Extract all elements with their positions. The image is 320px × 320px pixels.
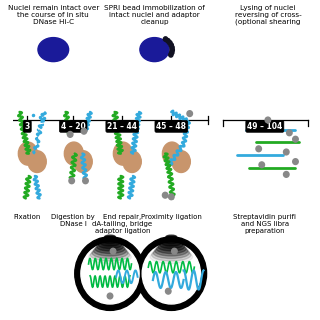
Ellipse shape <box>89 250 131 264</box>
Ellipse shape <box>90 249 130 261</box>
Ellipse shape <box>98 241 122 249</box>
Circle shape <box>107 293 113 299</box>
Circle shape <box>142 243 200 304</box>
Text: Lysing of nuclei
reversing of cross-
(optional shearing: Lysing of nuclei reversing of cross- (op… <box>235 5 301 25</box>
Ellipse shape <box>123 151 141 172</box>
Circle shape <box>163 192 168 198</box>
Circle shape <box>75 237 145 310</box>
Text: 4 – 20: 4 – 20 <box>61 122 86 131</box>
Ellipse shape <box>164 237 178 241</box>
Circle shape <box>168 41 172 45</box>
Circle shape <box>164 37 168 41</box>
Ellipse shape <box>153 247 189 259</box>
Text: Streptavidin purifi
and NGS libra
preparation: Streptavidin purifi and NGS libra prepar… <box>233 214 296 234</box>
Ellipse shape <box>140 38 169 62</box>
Ellipse shape <box>103 237 117 241</box>
Circle shape <box>293 159 298 164</box>
Ellipse shape <box>95 244 125 253</box>
Ellipse shape <box>101 238 118 244</box>
Ellipse shape <box>100 240 120 246</box>
Text: 3: 3 <box>25 122 30 131</box>
Ellipse shape <box>166 235 177 238</box>
Ellipse shape <box>97 243 123 251</box>
Circle shape <box>169 43 173 47</box>
Text: 21 – 44: 21 – 44 <box>107 122 137 131</box>
Circle shape <box>170 45 174 50</box>
Ellipse shape <box>28 151 46 172</box>
Circle shape <box>187 111 192 116</box>
Circle shape <box>136 237 207 310</box>
Circle shape <box>169 52 173 57</box>
Ellipse shape <box>38 38 68 62</box>
Text: SPRI bead immobilization of
intact nuclei and adaptor
cleanup: SPRI bead immobilization of intact nucle… <box>104 5 205 25</box>
Circle shape <box>287 130 292 136</box>
Ellipse shape <box>158 243 185 251</box>
Circle shape <box>68 132 73 137</box>
Circle shape <box>284 172 289 177</box>
Circle shape <box>166 38 170 43</box>
Circle shape <box>293 136 298 142</box>
Ellipse shape <box>155 246 188 256</box>
Text: Fixation: Fixation <box>13 214 41 220</box>
Ellipse shape <box>74 151 92 172</box>
Text: Nuclei remain intact over
the course of in situ
DNase Hi-C: Nuclei remain intact over the course of … <box>8 5 99 25</box>
Ellipse shape <box>161 240 181 246</box>
Circle shape <box>81 243 139 304</box>
Ellipse shape <box>152 249 191 261</box>
Ellipse shape <box>163 142 181 165</box>
Circle shape <box>83 178 88 184</box>
Circle shape <box>265 117 271 123</box>
Ellipse shape <box>156 244 186 253</box>
Text: Digestion by
DNase I: Digestion by DNase I <box>51 214 95 228</box>
Ellipse shape <box>160 241 183 249</box>
Circle shape <box>69 178 75 184</box>
Circle shape <box>259 162 265 168</box>
Circle shape <box>172 248 177 254</box>
Ellipse shape <box>105 235 115 238</box>
Circle shape <box>165 288 171 294</box>
Circle shape <box>170 48 174 52</box>
Ellipse shape <box>113 142 132 165</box>
Ellipse shape <box>163 238 180 244</box>
Text: End repair,
dA-tailing, bridge
adaptor ligation: End repair, dA-tailing, bridge adaptor l… <box>92 214 152 234</box>
Text: Proximity ligation: Proximity ligation <box>141 214 202 220</box>
Circle shape <box>110 248 116 254</box>
Circle shape <box>170 50 174 55</box>
Text: 45 – 48: 45 – 48 <box>156 122 186 131</box>
Circle shape <box>81 128 87 134</box>
Ellipse shape <box>150 250 193 264</box>
Ellipse shape <box>93 246 126 256</box>
Circle shape <box>284 149 289 155</box>
Ellipse shape <box>64 142 83 165</box>
Text: 49 – 104: 49 – 104 <box>247 122 283 131</box>
Ellipse shape <box>18 142 37 165</box>
Circle shape <box>256 146 261 152</box>
Ellipse shape <box>92 247 128 259</box>
Circle shape <box>169 194 174 200</box>
Ellipse shape <box>172 151 190 172</box>
